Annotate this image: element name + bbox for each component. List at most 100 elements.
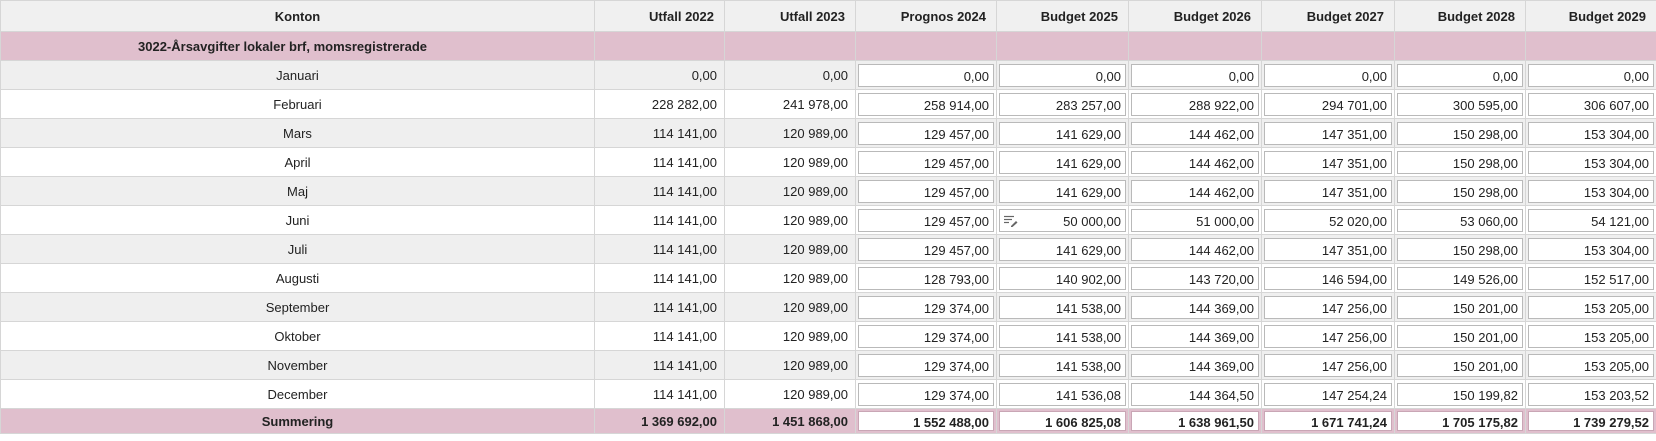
value-text: 150 201,00 — [1452, 300, 1518, 316]
value-input[interactable]: 300 595,00 — [1397, 92, 1523, 116]
value-input[interactable]: 141 536,08 — [999, 382, 1126, 406]
value-input[interactable]: 152 517,00 — [1528, 266, 1654, 290]
value-input[interactable]: 0,00 — [999, 63, 1126, 87]
value-input[interactable]: 144 369,00 — [1131, 353, 1259, 377]
value-input[interactable]: 153 205,00 — [1528, 353, 1654, 377]
month-label: September — [0, 292, 595, 322]
value-input[interactable]: 141 629,00 — [999, 150, 1126, 174]
value-input[interactable]: 283 257,00 — [999, 92, 1126, 116]
value-input[interactable]: 153 304,00 — [1528, 121, 1654, 145]
column-header[interactable]: Budget 2026 — [1128, 0, 1262, 32]
value-input[interactable]: 140 902,00 — [999, 266, 1126, 290]
column-header[interactable]: Utfall 2022 — [594, 0, 725, 32]
value-input[interactable]: 147 351,00 — [1264, 121, 1392, 145]
value-input[interactable]: 144 462,00 — [1131, 179, 1259, 203]
comment-edit-icon[interactable] — [1004, 215, 1018, 227]
value-input[interactable]: 153 205,00 — [1528, 295, 1654, 319]
value-input[interactable]: 129 374,00 — [858, 295, 994, 319]
value-input[interactable]: 52 020,00 — [1264, 208, 1392, 232]
value-input[interactable]: 153 205,00 — [1528, 324, 1654, 348]
column-header[interactable]: Prognos 2024 — [855, 0, 997, 32]
value-cell: 140 902,00 — [996, 263, 1129, 293]
value-text: 0,00 — [1492, 68, 1518, 84]
column-header[interactable]: Budget 2025 — [996, 0, 1129, 32]
value-input[interactable]: 0,00 — [1397, 63, 1523, 87]
value-input[interactable]: 147 351,00 — [1264, 237, 1392, 261]
value-input[interactable]: 150 298,00 — [1397, 237, 1523, 261]
value-input[interactable]: 144 369,00 — [1131, 295, 1259, 319]
value-input[interactable]: 150 201,00 — [1397, 324, 1523, 348]
table-header: Konton Utfall 2022 Utfall 2023 Prognos 2024… — [0, 0, 1656, 32]
value-input[interactable]: 0,00 — [858, 63, 994, 87]
value-input[interactable]: 150 298,00 — [1397, 121, 1523, 145]
value-input[interactable]: 146 594,00 — [1264, 266, 1392, 290]
value-input[interactable]: 294 701,00 — [1264, 92, 1392, 116]
value-input[interactable]: 150 201,00 — [1397, 353, 1523, 377]
column-header[interactable]: Budget 2028 — [1394, 0, 1526, 32]
group-cell — [1525, 31, 1656, 61]
value-input[interactable]: 150 298,00 — [1397, 179, 1523, 203]
value-cell: 129 457,00 — [855, 176, 997, 206]
value-cell: 153 203,52 — [1525, 379, 1656, 409]
value-input[interactable]: 144 369,00 — [1131, 324, 1259, 348]
value-input[interactable]: 144 462,00 — [1131, 121, 1259, 145]
value-input[interactable]: 150 199,82 — [1397, 382, 1523, 406]
column-header[interactable]: Utfall 2023 — [724, 0, 856, 32]
value-input[interactable]: 144 364,50 — [1131, 382, 1259, 406]
value-input[interactable]: 153 304,00 — [1528, 150, 1654, 174]
column-header[interactable]: Budget 2027 — [1261, 0, 1395, 32]
month-label: Juli — [0, 234, 595, 264]
value-input[interactable]: 129 457,00 — [858, 179, 994, 203]
value-input[interactable]: 153 304,00 — [1528, 179, 1654, 203]
value-input[interactable]: 129 457,00 — [858, 237, 994, 261]
value-input[interactable]: 129 374,00 — [858, 382, 994, 406]
value-cell: 153 304,00 — [1525, 118, 1656, 148]
column-header[interactable]: Budget 2029 — [1525, 0, 1656, 32]
value-input[interactable]: 141 538,00 — [999, 295, 1126, 319]
value-input[interactable]: 54 121,00 — [1528, 208, 1654, 232]
value-input[interactable]: 147 351,00 — [1264, 150, 1392, 174]
value-input[interactable]: 129 374,00 — [858, 353, 994, 377]
value-input[interactable]: 0,00 — [1264, 63, 1392, 87]
value-input[interactable]: 153 304,00 — [1528, 237, 1654, 261]
value-cell: 141 629,00 — [996, 147, 1129, 177]
value-input[interactable]: 129 457,00 — [858, 208, 994, 232]
value-text: 294 701,00 — [1321, 97, 1387, 113]
value-text: 129 457,00 — [923, 242, 989, 258]
value-input[interactable]: 143 720,00 — [1131, 266, 1259, 290]
actual-value: 120 989,00 — [724, 147, 856, 177]
value-input[interactable]: 258 914,00 — [858, 92, 994, 116]
value-input[interactable]: 153 203,52 — [1528, 382, 1654, 406]
value-input[interactable]: 141 629,00 — [999, 237, 1126, 261]
month-label: Juni — [0, 205, 595, 235]
value-input[interactable]: 288 922,00 — [1131, 92, 1259, 116]
month-label: December — [0, 379, 595, 409]
value-input[interactable]: 147 351,00 — [1264, 179, 1392, 203]
value-input[interactable]: 147 256,00 — [1264, 353, 1392, 377]
column-header-konton[interactable]: Konton — [0, 0, 595, 32]
value-input[interactable]: 0,00 — [1528, 63, 1654, 87]
value-input[interactable]: 144 462,00 — [1131, 150, 1259, 174]
value-cell: 129 374,00 — [855, 350, 997, 380]
value-input[interactable]: 147 254,24 — [1264, 382, 1392, 406]
value-input[interactable]: 149 526,00 — [1397, 266, 1523, 290]
value-input[interactable]: 306 607,00 — [1528, 92, 1654, 116]
value-input[interactable]: 150 298,00 — [1397, 150, 1523, 174]
value-input[interactable]: 129 457,00 — [858, 150, 994, 174]
value-input[interactable]: 53 060,00 — [1397, 208, 1523, 232]
value-input[interactable]: 0,00 — [1131, 63, 1259, 87]
value-input[interactable]: 51 000,00 — [1131, 208, 1259, 232]
value-input[interactable]: 141 629,00 — [999, 179, 1126, 203]
value-input[interactable]: 129 374,00 — [858, 324, 994, 348]
value-input[interactable]: 141 538,00 — [999, 353, 1126, 377]
value-input[interactable]: 147 256,00 — [1264, 324, 1392, 348]
value-input[interactable]: 50 000,00 — [999, 208, 1126, 232]
value-input[interactable]: 150 201,00 — [1397, 295, 1523, 319]
value-input[interactable]: 144 462,00 — [1131, 237, 1259, 261]
value-input[interactable]: 128 793,00 — [858, 266, 994, 290]
value-cell: 150 201,00 — [1394, 321, 1526, 351]
value-input[interactable]: 147 256,00 — [1264, 295, 1392, 319]
value-input[interactable]: 141 629,00 — [999, 121, 1126, 145]
value-input[interactable]: 141 538,00 — [999, 324, 1126, 348]
value-input[interactable]: 129 457,00 — [858, 121, 994, 145]
